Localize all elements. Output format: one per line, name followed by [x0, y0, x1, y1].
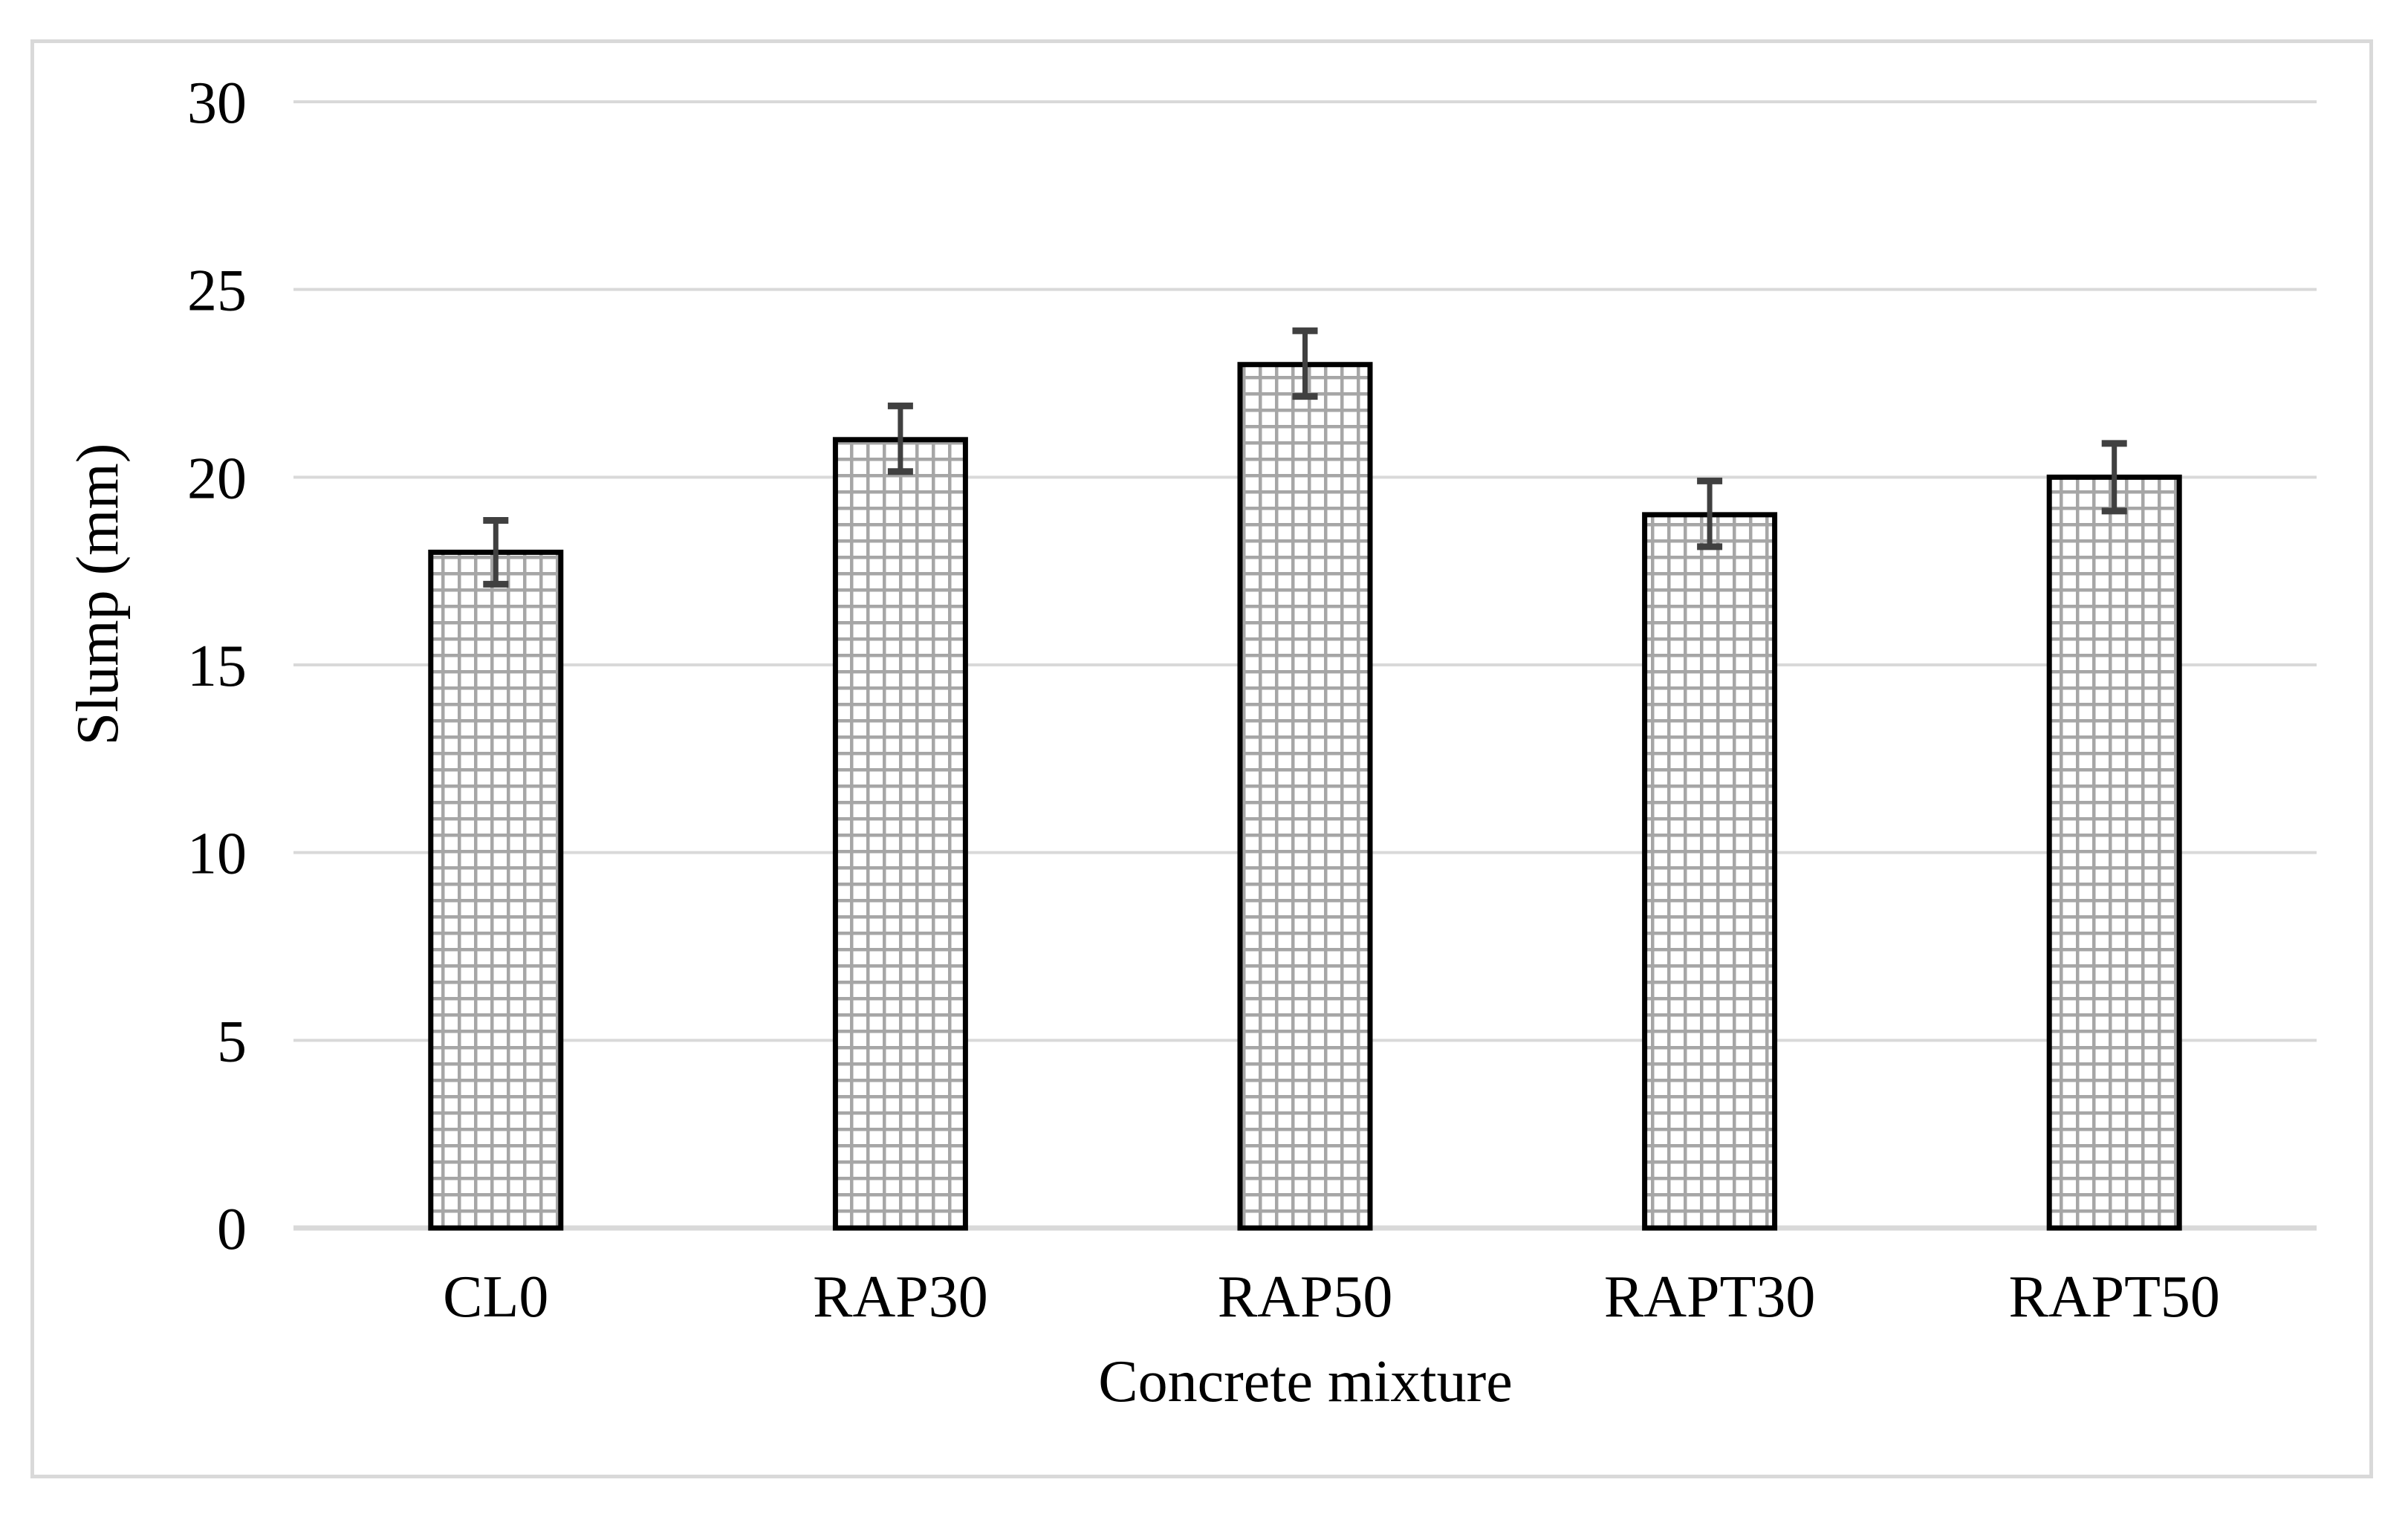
- x-tick-label-RAPT50: RAPT50: [2008, 1264, 2220, 1330]
- x-tick-label-RAPT30: RAPT30: [1604, 1264, 1816, 1330]
- figure-border: [30, 39, 2373, 1478]
- bar-RAP50: [1237, 362, 1373, 1231]
- y-tick-label-25: 25: [187, 259, 247, 324]
- x-tick-labels-layer: CL0 RAP30 RAP50 RAPT30 RAPT50: [443, 1264, 2220, 1330]
- y-tick-label-30: 30: [187, 71, 247, 136]
- x-tick-label-RAP50: RAP50: [1218, 1264, 1393, 1330]
- x-axis-title: Concrete mixture: [1098, 1349, 1513, 1414]
- x-tick-label-CL0: CL0: [443, 1264, 548, 1330]
- error-bar-RAPT50: [2101, 440, 2127, 515]
- y-axis-title: Slump (mm): [65, 444, 131, 746]
- error-bar-RAP50: [1292, 327, 1318, 400]
- error-bar-RAPT30: [1697, 477, 1723, 550]
- y-tick-label-0: 0: [217, 1197, 247, 1262]
- bar-RAPT50: [2046, 474, 2182, 1231]
- y-tick-labels-layer: 0 5 10 15 20 25 30: [187, 71, 247, 1262]
- y-tick-label-10: 10: [187, 822, 247, 887]
- y-tick-label-15: 15: [187, 634, 247, 699]
- y-tick-label-20: 20: [187, 446, 247, 511]
- bar-CL0: [428, 549, 564, 1231]
- error-bars-layer: [483, 327, 2127, 588]
- bars-layer: [428, 362, 2182, 1231]
- bar-RAP30: [832, 437, 968, 1231]
- x-tick-label-RAP30: RAP30: [813, 1264, 988, 1330]
- y-tick-label-5: 5: [217, 1009, 247, 1074]
- error-bar-RAP30: [887, 402, 913, 475]
- error-bar-CL0: [483, 516, 509, 588]
- bar-RAPT30: [1642, 512, 1778, 1231]
